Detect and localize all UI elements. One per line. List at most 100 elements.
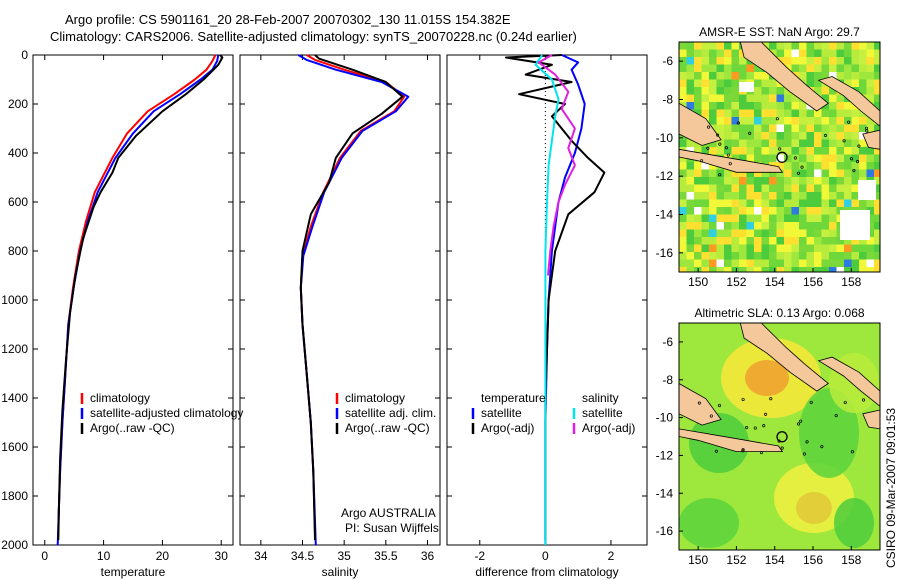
sst-cell [806, 184, 815, 193]
sst-cell [686, 229, 695, 238]
sst-cell [716, 252, 725, 260]
sst-cell [806, 229, 815, 238]
sst-cell [746, 64, 755, 73]
sst-cell [724, 87, 732, 95]
sst-cell [731, 79, 740, 88]
sst-cell [791, 237, 800, 245]
sst-cell [859, 147, 867, 155]
sst-cell [814, 57, 822, 65]
sst-cell [851, 49, 860, 58]
sst-cell [851, 57, 860, 65]
sst-cell [791, 49, 800, 58]
sst-cell [791, 117, 800, 125]
sst-cell [829, 267, 837, 272]
sst-cell [709, 72, 717, 80]
sst-cell [821, 132, 830, 140]
sst-cell [724, 64, 732, 73]
temperature-legend-label: Argo(..raw -QC) [90, 421, 175, 435]
sst-cell [791, 252, 800, 260]
sst-cell [859, 117, 867, 125]
sst-cell [784, 214, 792, 223]
sst-cell [769, 237, 777, 245]
sst-cell [836, 184, 845, 193]
sst-cell [829, 229, 837, 238]
sla-map-ytick-label: -6 [662, 335, 673, 349]
sst-cell [784, 147, 792, 155]
sst-cell [701, 177, 710, 185]
sst-cell [844, 177, 852, 185]
sst-cell [776, 139, 785, 148]
sst-cell [686, 214, 695, 223]
sst-cell [851, 109, 860, 118]
sst-cell [776, 132, 785, 140]
sla-map-ytick-label: -8 [662, 373, 673, 387]
sst-cell [731, 199, 740, 208]
sst-cell [724, 184, 732, 193]
sst-cell [701, 259, 710, 268]
sst-cell [769, 117, 777, 125]
sst-cell [874, 192, 880, 200]
temperature-xtick-label: 20 [156, 549, 170, 563]
sst-cell [791, 259, 800, 268]
sst-cell [836, 154, 845, 163]
sst-cell [791, 94, 800, 103]
sst-cell [701, 94, 710, 103]
sst-cell [791, 132, 800, 140]
sst-cell [844, 244, 852, 253]
sst-cell [814, 42, 822, 50]
sst-cell [739, 267, 747, 272]
island [706, 146, 710, 150]
sst-cell [799, 184, 807, 193]
sst-cell [694, 72, 702, 80]
sst-cell [859, 49, 867, 58]
sst-cell [821, 252, 830, 260]
sst-cell [769, 192, 777, 200]
sst-cell [724, 222, 732, 230]
sla-map-xtick-label: 150 [688, 553, 708, 567]
sst-map-xtick-label: 156 [803, 275, 823, 289]
sst-cell [731, 72, 740, 80]
sst-cell [776, 94, 785, 103]
sst-cell [724, 57, 732, 65]
sst-cell [694, 147, 702, 155]
sla-map-frame [678, 322, 881, 551]
sst-cell [731, 94, 740, 103]
sst-cell [724, 169, 732, 178]
sst-cell [776, 169, 785, 178]
sst-cell [769, 259, 777, 268]
island [849, 157, 854, 161]
sst-cell [814, 237, 822, 245]
sst-cell [874, 87, 880, 95]
sst-cell [776, 117, 785, 125]
sst-cell [746, 184, 755, 193]
sst-cell [679, 192, 687, 200]
sst-cell [844, 154, 852, 163]
sst-cell [851, 132, 860, 140]
sst-cell [724, 229, 732, 238]
sst-cell [821, 109, 830, 118]
sst-cell [769, 132, 777, 140]
sst-cell [769, 94, 777, 103]
sst-cell [844, 102, 852, 110]
sst-cell [851, 117, 860, 125]
sst-cell [784, 124, 792, 133]
sst-cell [821, 42, 830, 50]
sst-cell [724, 132, 732, 140]
sst-cell [694, 57, 702, 65]
sst-cell [844, 64, 852, 73]
sst-cell [874, 259, 880, 268]
sst-cell [866, 199, 875, 208]
sst-cell [731, 192, 740, 200]
sst-cell [776, 222, 785, 230]
sst-cell [829, 222, 837, 230]
sla-anomaly-region [679, 498, 739, 548]
sst-cell [814, 139, 822, 148]
sst-cell [694, 214, 702, 223]
sst-cell [784, 57, 792, 65]
sst-cell [836, 147, 845, 155]
sst-cell [679, 87, 687, 95]
sst-cell [776, 177, 785, 185]
sst-cell [769, 109, 777, 118]
sst-cell [709, 177, 717, 185]
sst-cell [754, 267, 762, 272]
